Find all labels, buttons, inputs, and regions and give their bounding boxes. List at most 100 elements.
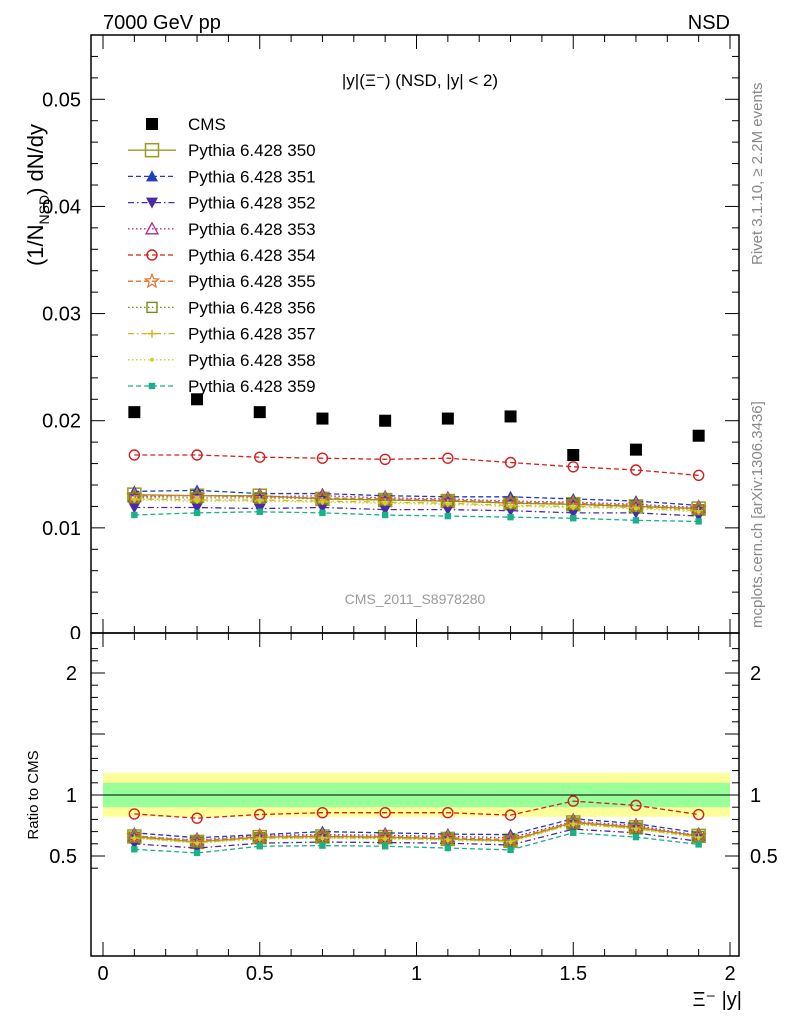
- x-axis-label: Ξ⁻ |y|: [692, 989, 742, 1011]
- legend-label: Pythia 6.428 354: [188, 246, 316, 265]
- data-point: [128, 449, 141, 461]
- legend-label: Pythia 6.428 355: [188, 272, 316, 291]
- ratio-panel: 0.5 0.5 1 1 2 2 0 0.5 1 1.5 2 Ratio to CMS Ξ⁻ |y|: [25, 632, 778, 1011]
- rivet-version-label: Rivet 3.1.10, ≥ 2.2M events: [749, 83, 766, 266]
- ratio-series-pythia-6-428-359: [131, 829, 702, 857]
- ratio-point: [195, 841, 200, 846]
- ratio-series-pythia-6-428-358: [132, 822, 701, 846]
- main-y-zero-label: 0: [70, 623, 81, 645]
- legend-label: Pythia 6.428 359: [188, 377, 316, 396]
- ratio-point: [131, 846, 138, 853]
- legend-entry: CMS: [146, 115, 226, 134]
- x-tick-label: 1.5: [559, 963, 587, 985]
- legend-marker: [146, 170, 158, 182]
- legend-label: Pythia 6.428 353: [188, 220, 316, 239]
- data-point: [445, 502, 450, 507]
- data-point: [195, 499, 200, 504]
- ratio-point: [695, 841, 702, 848]
- ratio-point: [507, 846, 514, 854]
- data-point: [191, 449, 203, 461]
- x-tick-label: 1: [411, 963, 422, 985]
- legend-entry: Pythia 6.428 357: [128, 325, 316, 344]
- legend-entry: Pythia 6.428 354: [128, 246, 316, 265]
- data-point: [692, 429, 705, 442]
- ratio-point: [381, 843, 389, 850]
- ratio-point: [444, 844, 452, 852]
- ratio-y-tick-label-right: 0.5: [750, 846, 778, 868]
- process-label: NSD: [688, 12, 730, 34]
- series-pythia-6-428-358: [132, 498, 701, 514]
- ratio-point: [504, 835, 517, 847]
- data-point: [383, 501, 388, 506]
- x-tick-label: 2: [724, 963, 735, 985]
- series-line: [134, 489, 699, 507]
- series-line: [134, 511, 699, 523]
- data-point: [441, 412, 454, 425]
- data-point: [128, 406, 141, 419]
- ratio-point: [504, 809, 517, 821]
- ratio-line: [134, 832, 699, 854]
- ratio-line: [134, 823, 699, 844]
- data-point: [441, 504, 454, 516]
- data-point: [571, 505, 576, 510]
- ratio-point: [571, 822, 576, 827]
- data-point: [692, 469, 705, 482]
- legend-marker: [144, 221, 160, 235]
- series-pythia-6-428-354: [128, 449, 705, 482]
- data-point: [567, 507, 580, 519]
- data-point: [633, 506, 638, 511]
- main-y-tick-label: 0.05: [42, 89, 81, 111]
- main-y-axis-label: (1/NNSD) dN/dy: [23, 124, 52, 266]
- legend-entry: Pythia 6.428 355: [128, 272, 316, 291]
- ratio-line: [134, 818, 699, 839]
- data-point: [507, 513, 514, 521]
- energy-label: 7000 GeV pp: [103, 12, 221, 34]
- mcplots-label: mcplots.cern.ch [arXiv:1306.3436]: [749, 401, 766, 628]
- legend-label: Pythia 6.428 356: [188, 298, 316, 317]
- main-y-tick-label: 0.04: [42, 196, 81, 218]
- ratio-point: [696, 835, 701, 840]
- ratio-y-tick-label: 2: [66, 663, 77, 685]
- data-point: [504, 456, 517, 469]
- ratio-y-ticks: 0.5 0.5 1 1 2 2: [49, 648, 778, 869]
- legend-entry: Pythia 6.428 350: [128, 141, 316, 160]
- legend-marker: [144, 142, 160, 158]
- data-point: [695, 518, 702, 525]
- legend-entry: Pythia 6.428 359: [128, 377, 316, 396]
- data-point: [316, 452, 329, 464]
- ratio-point: [132, 836, 137, 841]
- legend-marker: [146, 249, 158, 261]
- ratio-point: [632, 833, 640, 841]
- data-point: [379, 453, 391, 465]
- data-point: [256, 508, 263, 515]
- ratio-point: [316, 806, 329, 819]
- ratio-point: [316, 831, 329, 843]
- main-plot-title: |y|(Ξ⁻) (NSD, |y| < 2): [342, 71, 498, 90]
- data-point: [319, 509, 326, 517]
- ratio-y-tick-label: 1: [66, 785, 77, 807]
- data-point: [316, 412, 329, 425]
- series-line: [134, 493, 699, 510]
- ratio-point: [319, 842, 326, 849]
- data-point: [128, 502, 141, 514]
- data-point: [381, 511, 389, 519]
- ratio-point: [257, 836, 262, 841]
- data-point: [504, 410, 517, 423]
- data-point: [630, 464, 642, 476]
- data-point: [567, 449, 580, 461]
- legend-entry: Pythia 6.428 351: [128, 167, 316, 186]
- data-point: [193, 509, 201, 517]
- ratio-series-pythia-6-428-354: [128, 795, 705, 824]
- data-point: [379, 504, 392, 516]
- series-cms: [128, 393, 705, 461]
- watermark-label: CMS_2011_S8978280: [345, 591, 486, 607]
- ratio-line: [134, 800, 699, 819]
- ratio-point: [508, 839, 513, 844]
- ratio-point: [254, 808, 266, 821]
- main-y-ticks: 0.01 0.02 0.03 0.04 0.05 0: [42, 55, 739, 645]
- data-point: [320, 500, 325, 505]
- ratio-point: [320, 836, 325, 841]
- series-line: [134, 454, 699, 477]
- data-point: [567, 461, 579, 473]
- ratio-line: [134, 820, 699, 841]
